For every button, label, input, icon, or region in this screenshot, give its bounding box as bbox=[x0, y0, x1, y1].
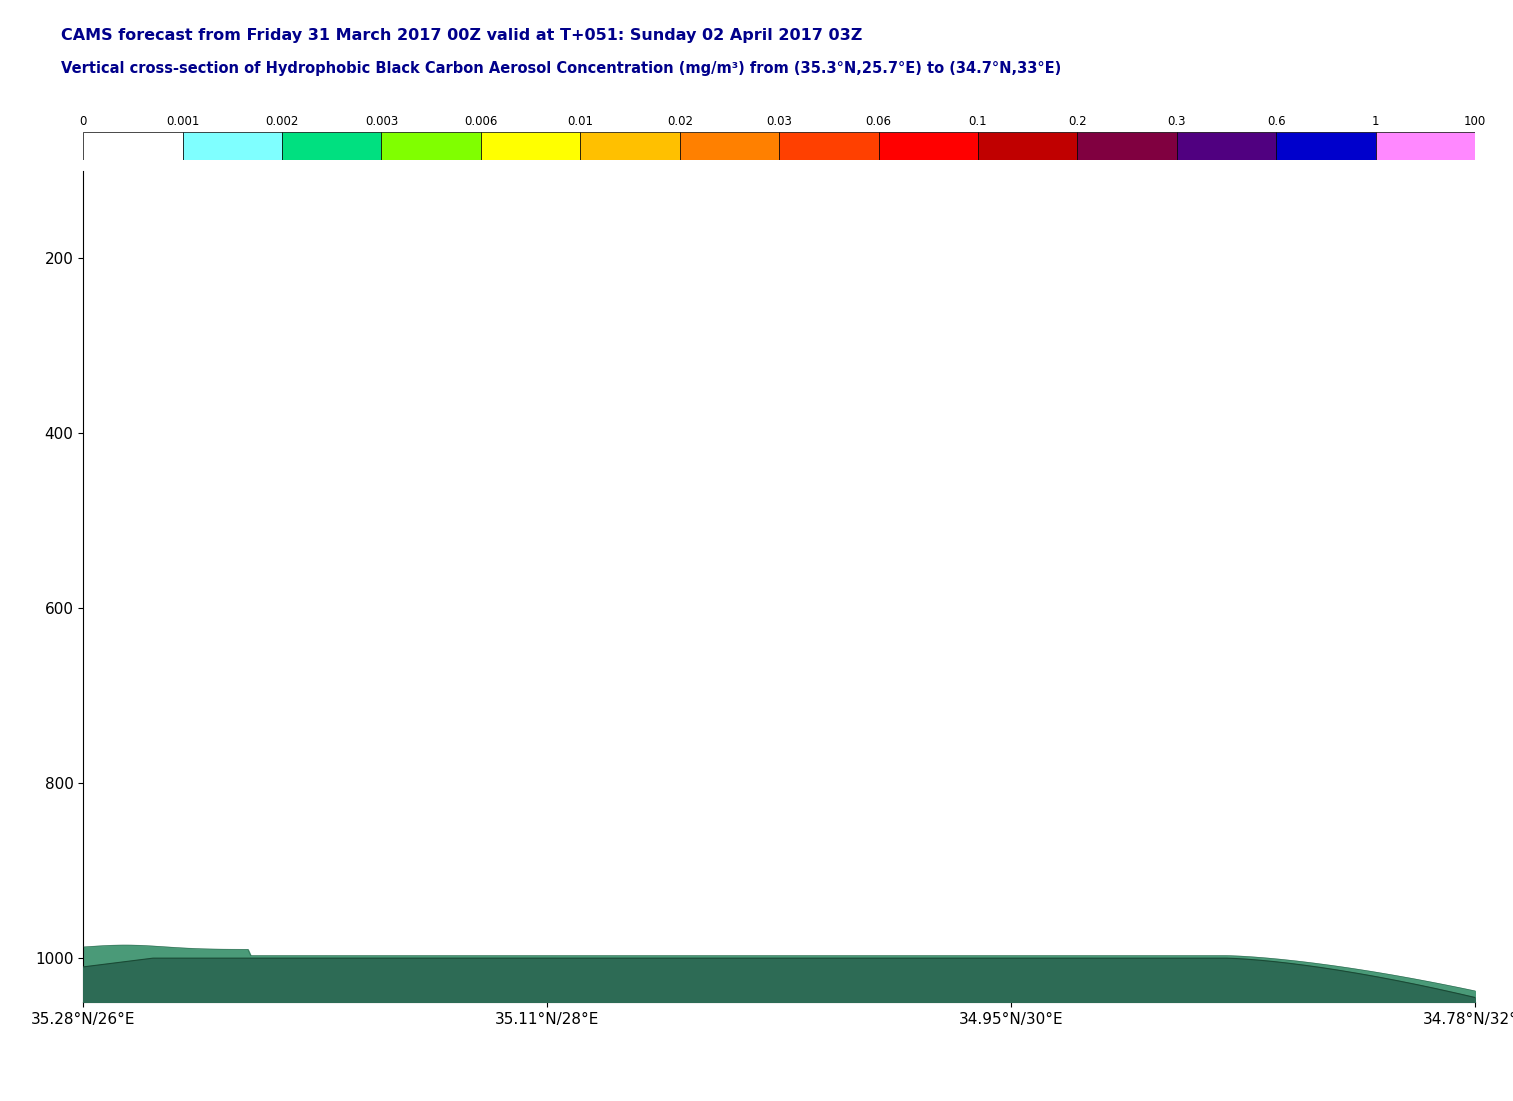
Text: Vertical cross-section of Hydrophobic Black Carbon Aerosol Concentration (mg/m³): Vertical cross-section of Hydrophobic Bl… bbox=[61, 61, 1061, 76]
Bar bbox=[183, 132, 281, 160]
Text: 100: 100 bbox=[1465, 115, 1486, 128]
Bar bbox=[83, 132, 183, 160]
Bar bbox=[1077, 132, 1177, 160]
Text: 0.2: 0.2 bbox=[1068, 115, 1086, 128]
Text: 0.6: 0.6 bbox=[1266, 115, 1286, 128]
Bar bbox=[481, 132, 581, 160]
Bar bbox=[879, 132, 977, 160]
Text: 0.003: 0.003 bbox=[365, 115, 398, 128]
Text: 0: 0 bbox=[80, 115, 86, 128]
Text: 0.3: 0.3 bbox=[1168, 115, 1186, 128]
Bar bbox=[581, 132, 679, 160]
Text: 0.006: 0.006 bbox=[464, 115, 498, 128]
Text: 0.06: 0.06 bbox=[865, 115, 891, 128]
Bar bbox=[381, 132, 481, 160]
Bar bbox=[1177, 132, 1277, 160]
Bar bbox=[281, 132, 381, 160]
Text: 0.002: 0.002 bbox=[265, 115, 298, 128]
Text: 0.001: 0.001 bbox=[166, 115, 200, 128]
Bar bbox=[679, 132, 779, 160]
Bar bbox=[977, 132, 1077, 160]
Text: 0.1: 0.1 bbox=[968, 115, 988, 128]
Bar bbox=[1277, 132, 1375, 160]
Bar bbox=[1375, 132, 1475, 160]
Text: 1: 1 bbox=[1372, 115, 1380, 128]
Text: 0.03: 0.03 bbox=[766, 115, 793, 128]
Text: 0.01: 0.01 bbox=[567, 115, 593, 128]
Bar bbox=[779, 132, 879, 160]
Text: CAMS forecast from Friday 31 March 2017 00Z valid at T+051: Sunday 02 April 2017: CAMS forecast from Friday 31 March 2017 … bbox=[61, 28, 862, 43]
Text: 0.02: 0.02 bbox=[667, 115, 693, 128]
